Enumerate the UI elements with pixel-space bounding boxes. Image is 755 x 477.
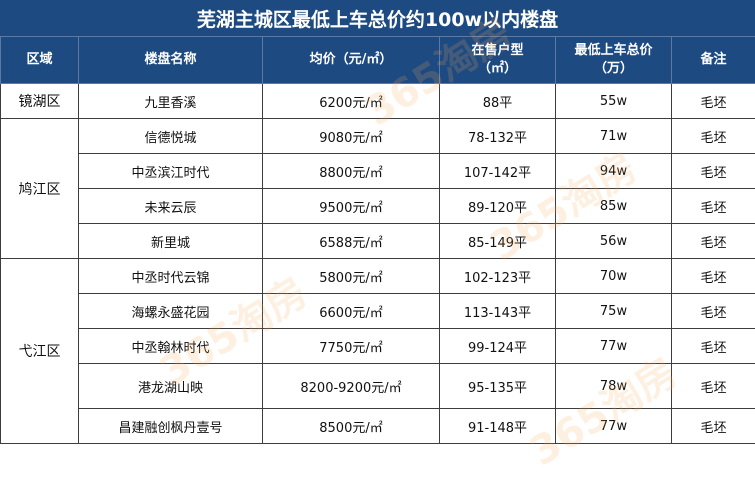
- note-cell: 毛坯: [672, 189, 755, 224]
- total-cell: 77w: [556, 329, 672, 364]
- district-cell: 镜湖区: [1, 84, 79, 119]
- price-cell: 6588元/㎡: [263, 224, 440, 259]
- project-name-cell: 中丞翰林时代: [79, 329, 263, 364]
- project-name-cell: 港龙湖山映: [79, 364, 263, 409]
- header-min-total-label: 最低上车总价: [574, 43, 652, 58]
- header-row: 区域 楼盘名称 均价（元/㎡） 在售户型 （㎡） 最低上车总价 （万） 备注: [1, 37, 755, 84]
- housing-table: 区域 楼盘名称 均价（元/㎡） 在售户型 （㎡） 最低上车总价 （万） 备注 镜湖区…: [0, 36, 755, 444]
- table-row: 弋江区 中丞时代云锦 5800元/㎡ 102-123平 70w 毛坯: [1, 259, 755, 294]
- district-cell: 弋江区: [1, 259, 79, 444]
- header-avg-price: 均价（元/㎡）: [263, 37, 440, 84]
- area-cell: 88平: [440, 84, 556, 119]
- price-cell: 6200元/㎡: [263, 84, 440, 119]
- price-cell: 9080元/㎡: [263, 119, 440, 154]
- price-cell: 8500元/㎡: [263, 409, 440, 444]
- price-cell: 7750元/㎡: [263, 329, 440, 364]
- header-district: 区域: [1, 37, 79, 84]
- table-row: 中丞滨江时代 8800元/㎡ 107-142平 94w 毛坯: [1, 154, 755, 189]
- project-name-cell: 信德悦城: [79, 119, 263, 154]
- project-name-cell: 中丞时代云锦: [79, 259, 263, 294]
- area-cell: 99-124平: [440, 329, 556, 364]
- price-cell: 8200-9200元/㎡: [263, 364, 440, 409]
- note-cell: 毛坯: [672, 294, 755, 329]
- note-cell: 毛坯: [672, 329, 755, 364]
- note-cell: 毛坯: [672, 154, 755, 189]
- total-cell: 75w: [556, 294, 672, 329]
- header-unit-size-unit: （㎡）: [478, 61, 517, 76]
- header-unit-size: 在售户型 （㎡）: [440, 37, 556, 84]
- table-row: 中丞翰林时代 7750元/㎡ 99-124平 77w 毛坯: [1, 329, 755, 364]
- note-cell: 毛坯: [672, 364, 755, 409]
- total-cell: 78w: [556, 364, 672, 409]
- note-cell: 毛坯: [672, 224, 755, 259]
- area-cell: 89-120平: [440, 189, 556, 224]
- table-row: 新里城 6588元/㎡ 85-149平 56w 毛坯: [1, 224, 755, 259]
- header-min-total: 最低上车总价 （万）: [556, 37, 672, 84]
- price-cell: 9500元/㎡: [263, 189, 440, 224]
- project-name-cell: 未来云辰: [79, 189, 263, 224]
- project-name-cell: 九里香溪: [79, 84, 263, 119]
- header-unit-size-label: 在售户型: [471, 43, 523, 58]
- table-row: 未来云辰 9500元/㎡ 89-120平 85w 毛坯: [1, 189, 755, 224]
- table-row: 鸠江区 信德悦城 9080元/㎡ 78-132平 71w 毛坯: [1, 119, 755, 154]
- total-cell: 55w: [556, 84, 672, 119]
- price-cell: 6600元/㎡: [263, 294, 440, 329]
- area-cell: 91-148平: [440, 409, 556, 444]
- project-name-cell: 新里城: [79, 224, 263, 259]
- total-cell: 71w: [556, 119, 672, 154]
- note-cell: 毛坯: [672, 119, 755, 154]
- area-cell: 102-123平: [440, 259, 556, 294]
- header-project-name: 楼盘名称: [79, 37, 263, 84]
- total-cell: 85w: [556, 189, 672, 224]
- total-cell: 56w: [556, 224, 672, 259]
- price-cell: 5800元/㎡: [263, 259, 440, 294]
- note-cell: 毛坯: [672, 409, 755, 444]
- header-min-total-unit: （万）: [594, 61, 633, 76]
- area-cell: 85-149平: [440, 224, 556, 259]
- table-row: 港龙湖山映 8200-9200元/㎡ 95-135平 78w 毛坯: [1, 364, 755, 409]
- note-cell: 毛坯: [672, 84, 755, 119]
- area-cell: 107-142平: [440, 154, 556, 189]
- project-name-cell: 中丞滨江时代: [79, 154, 263, 189]
- table-row: 海螺永盛花园 6600元/㎡ 113-143平 75w 毛坯: [1, 294, 755, 329]
- project-name-cell: 昌建融创枫丹壹号: [79, 409, 263, 444]
- note-cell: 毛坯: [672, 259, 755, 294]
- area-cell: 95-135平: [440, 364, 556, 409]
- table-row: 昌建融创枫丹壹号 8500元/㎡ 91-148平 77w 毛坯: [1, 409, 755, 444]
- total-cell: 77w: [556, 409, 672, 444]
- district-cell: 鸠江区: [1, 119, 79, 259]
- price-cell: 8800元/㎡: [263, 154, 440, 189]
- area-cell: 113-143平: [440, 294, 556, 329]
- area-cell: 78-132平: [440, 119, 556, 154]
- header-note: 备注: [672, 37, 755, 84]
- project-name-cell: 海螺永盛花园: [79, 294, 263, 329]
- page-title: 芜湖主城区最低上车总价约100w以内楼盘: [0, 0, 755, 36]
- total-cell: 70w: [556, 259, 672, 294]
- total-cell: 94w: [556, 154, 672, 189]
- table-row: 镜湖区 九里香溪 6200元/㎡ 88平 55w 毛坯: [1, 84, 755, 119]
